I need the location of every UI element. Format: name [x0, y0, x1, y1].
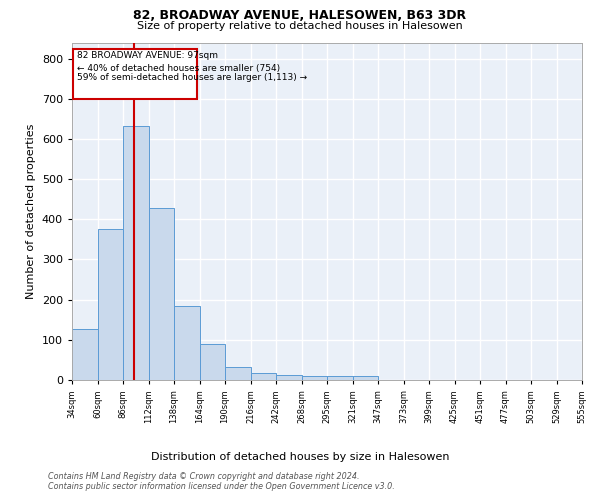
FancyBboxPatch shape	[73, 48, 197, 99]
Bar	[200, 344, 225, 380]
Text: Distribution of detached houses by size in Halesowen: Distribution of detached houses by size …	[151, 452, 449, 462]
Text: Contains public sector information licensed under the Open Government Licence v3: Contains public sector information licen…	[48, 482, 395, 491]
Text: 82 BROADWAY AVENUE: 97sqm: 82 BROADWAY AVENUE: 97sqm	[77, 52, 218, 60]
Text: 82, BROADWAY AVENUE, HALESOWEN, B63 3DR: 82, BROADWAY AVENUE, HALESOWEN, B63 3DR	[133, 9, 467, 22]
Y-axis label: Number of detached properties: Number of detached properties	[26, 124, 36, 299]
Bar	[225, 366, 251, 380]
Bar	[174, 306, 200, 380]
Bar	[327, 376, 353, 380]
Text: 59% of semi-detached houses are larger (1,113) →: 59% of semi-detached houses are larger (…	[77, 74, 307, 82]
Text: Contains HM Land Registry data © Crown copyright and database right 2024.: Contains HM Land Registry data © Crown c…	[48, 472, 359, 481]
Text: Size of property relative to detached houses in Halesowen: Size of property relative to detached ho…	[137, 21, 463, 31]
Bar	[302, 376, 327, 380]
Bar	[276, 375, 302, 380]
Bar	[251, 373, 276, 380]
Bar	[149, 208, 174, 380]
Bar	[123, 126, 149, 380]
Bar	[353, 376, 378, 380]
Text: ← 40% of detached houses are smaller (754): ← 40% of detached houses are smaller (75…	[77, 64, 280, 73]
Bar	[97, 230, 123, 380]
Bar	[72, 328, 97, 380]
